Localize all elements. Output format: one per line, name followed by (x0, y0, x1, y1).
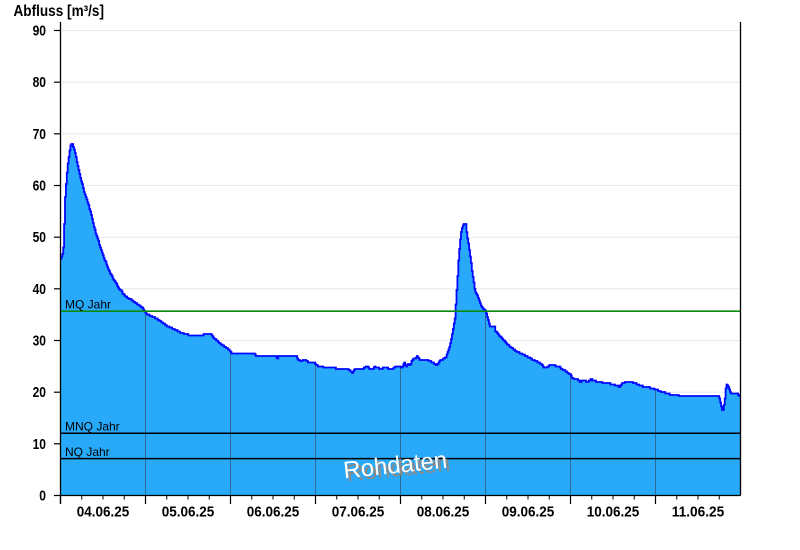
svg-text:30: 30 (33, 334, 46, 350)
svg-text:50: 50 (33, 230, 46, 246)
svg-text:10.06.25: 10.06.25 (587, 505, 640, 521)
svg-text:70: 70 (33, 127, 46, 143)
svg-text:05.06.25: 05.06.25 (162, 505, 215, 521)
svg-text:09.06.25: 09.06.25 (502, 505, 555, 521)
svg-text:MQ Jahr: MQ Jahr (65, 298, 111, 312)
svg-text:Abfluss [m³/s]: Abfluss [m³/s] (14, 3, 105, 20)
svg-text:08.06.25: 08.06.25 (417, 505, 470, 521)
svg-text:40: 40 (33, 282, 46, 298)
svg-text:04.06.25: 04.06.25 (77, 505, 130, 521)
svg-text:MNQ Jahr: MNQ Jahr (65, 420, 120, 434)
svg-text:06.06.25: 06.06.25 (247, 505, 300, 521)
svg-text:11.06.25: 11.06.25 (672, 505, 725, 521)
svg-text:90: 90 (33, 24, 46, 40)
svg-text:80: 80 (33, 75, 46, 91)
svg-text:20: 20 (33, 385, 46, 401)
svg-text:0: 0 (39, 489, 46, 505)
svg-text:60: 60 (33, 179, 46, 195)
svg-text:07.06.25: 07.06.25 (332, 505, 385, 521)
svg-text:NQ Jahr: NQ Jahr (65, 445, 110, 459)
svg-text:10: 10 (33, 437, 46, 453)
